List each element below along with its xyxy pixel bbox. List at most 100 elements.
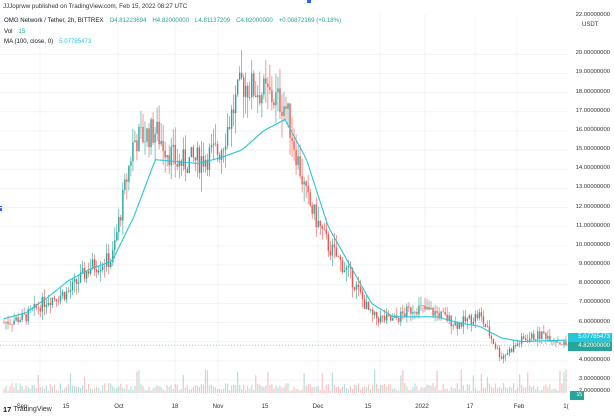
- publish-header: JJJoprww published on TradingView.com, F…: [0, 0, 614, 14]
- candle-body: [311, 205, 313, 214]
- price-chart[interactable]: [0, 14, 568, 401]
- candle-body: [230, 109, 233, 129]
- footer-brand[interactable]: 17 TradingView: [3, 405, 52, 414]
- candle-body: [410, 307, 412, 314]
- volume-bar: [541, 390, 543, 393]
- legend-symbol[interactable]: OMG Network / Tether, 2h, BITTREX: [4, 17, 104, 24]
- volume-bar: [472, 375, 474, 393]
- candle-body: [285, 106, 287, 109]
- volume-bar: [184, 387, 186, 393]
- volume-bar: [446, 388, 448, 393]
- volume-bar: [315, 386, 317, 393]
- volume-bar: [59, 383, 62, 393]
- volume-bar: [71, 385, 74, 393]
- volume-bar: [9, 386, 11, 393]
- volume-bar: [424, 387, 426, 393]
- volume-bar: [374, 369, 376, 393]
- candle-body: [398, 318, 400, 322]
- volume-bar: [319, 389, 321, 393]
- candle-body: [5, 321, 7, 323]
- candle-body: [341, 259, 344, 273]
- candle-body: [65, 291, 68, 300]
- volume-bar: [289, 390, 291, 393]
- candle-body: [549, 335, 551, 342]
- volume-bar: [508, 386, 511, 393]
- volume-bar: [85, 389, 88, 393]
- volume-bar: [309, 384, 311, 393]
- candle-body: [93, 259, 96, 270]
- candle-body: [422, 305, 424, 306]
- volume-bar: [388, 383, 390, 393]
- candle-body: [484, 323, 487, 327]
- volume-bar: [233, 384, 235, 393]
- candle-body: [214, 143, 217, 145]
- volume-bar: [122, 387, 124, 393]
- candle-body: [289, 103, 291, 138]
- candle-body: [178, 160, 180, 167]
- volume-bar: [37, 374, 39, 393]
- candle-body: [426, 306, 428, 310]
- volume-bar: [500, 388, 503, 393]
- candle-body: [281, 112, 283, 116]
- candle-body: [430, 307, 432, 310]
- candle-body: [428, 306, 430, 310]
- volume-bar: [380, 384, 382, 393]
- volume-bar: [126, 384, 128, 393]
- volume-bar: [474, 388, 476, 393]
- volume-bar: [504, 387, 507, 393]
- volume-bar: [361, 387, 364, 393]
- volume-bar: [480, 374, 482, 393]
- volume-bar: [440, 390, 442, 393]
- volume-bar: [15, 383, 17, 393]
- candle-body: [510, 348, 513, 352]
- volume-bar: [317, 385, 319, 393]
- volume-bar: [146, 390, 148, 393]
- volume-bar: [61, 390, 64, 393]
- candle-body: [470, 315, 473, 325]
- volume-bar: [263, 386, 265, 393]
- candle-body: [329, 251, 332, 256]
- candle-body: [379, 315, 382, 323]
- candle-body: [49, 302, 52, 306]
- price-axis[interactable]: 22.00000000 20.00000000 19.00000000 18.0000…: [568, 12, 614, 401]
- candle-body: [388, 314, 390, 316]
- volume-bar: [543, 386, 545, 393]
- candle-body: [442, 311, 444, 313]
- candle-body: [514, 345, 517, 346]
- volume-bar: [237, 371, 239, 393]
- candle-body: [142, 126, 144, 143]
- volume-bar: [148, 386, 150, 393]
- volume-bar: [339, 389, 341, 393]
- volume-bar: [563, 372, 565, 393]
- price-tick-label: 4.00000000: [578, 356, 610, 363]
- volume-bar: [138, 370, 140, 393]
- legend-ma-label[interactable]: MA (100, close, 0): [4, 38, 54, 45]
- candle-body: [112, 250, 114, 263]
- legend-symbol-row: OMG Network / Tether, 2h, BITTREX O4.812…: [4, 16, 341, 27]
- volume-bar: [154, 387, 156, 393]
- candle-body: [363, 298, 366, 309]
- volume-bar: [323, 390, 325, 393]
- volume-bar: [271, 384, 273, 393]
- volume-bar: [170, 384, 172, 393]
- volume-bar: [357, 383, 360, 393]
- candle-body: [259, 95, 261, 104]
- candle-body: [490, 335, 493, 339]
- candle-body: [255, 95, 257, 98]
- candle-body: [551, 341, 553, 343]
- legend-vol-label[interactable]: Vol: [4, 27, 13, 35]
- candle-body: [466, 318, 468, 322]
- candle-body: [170, 146, 172, 166]
- volume-bar: [295, 389, 297, 393]
- chart-legend: OMG Network / Tether, 2h, BITTREX O4.812…: [4, 16, 341, 48]
- time-axis[interactable]: Sep 15 Oct 18 Nov 15 Dec 15 2022 17 Feb 1(: [0, 401, 569, 413]
- candle-body: [194, 157, 197, 161]
- volume-bar: [494, 383, 497, 393]
- volume-bar: [164, 390, 166, 393]
- candle-body: [130, 161, 132, 166]
- volume-bar: [196, 385, 198, 393]
- volume-bar: [390, 384, 392, 393]
- volume-bar: [452, 388, 454, 393]
- volume-bar: [341, 386, 344, 393]
- candle-body: [357, 284, 360, 288]
